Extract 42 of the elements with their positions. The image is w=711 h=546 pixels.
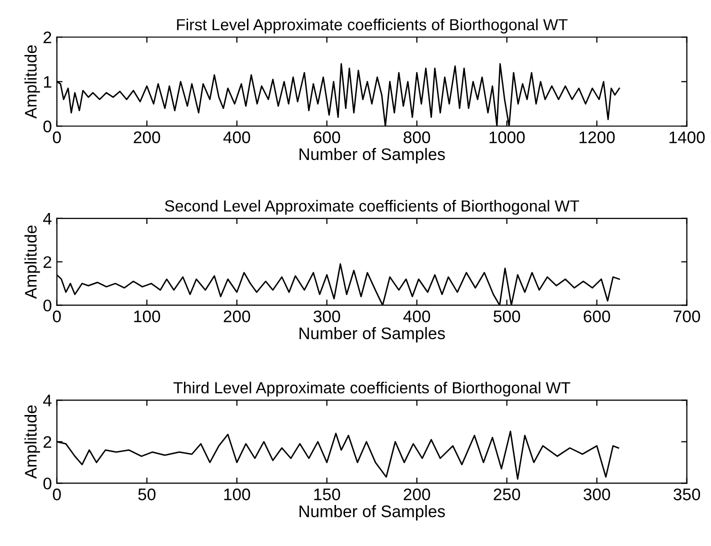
x-tick-label: 700 (674, 310, 700, 322)
chart-title: Third Level Approximate coefficients of Biorthogonal WT (174, 382, 570, 397)
x-tick-label: 400 (223, 131, 250, 144)
x-tick-label: 350 (674, 488, 700, 500)
x-tick-label: 1200 (580, 131, 615, 144)
y-tick-label: 2 (44, 32, 52, 44)
x-tick-label: 100 (134, 310, 160, 322)
y-axis-title: Amplitude (24, 225, 40, 299)
x-tick-label: 0 (52, 310, 61, 322)
x-axis-title: Number of Samples (300, 148, 445, 164)
x-tick-label: 800 (404, 131, 430, 144)
y-tick-label: 2 (44, 436, 52, 448)
x-tick-label: 600 (584, 310, 610, 322)
x-tick-label: 100 (224, 488, 250, 500)
y-tick-label: 4 (43, 212, 52, 224)
x-axis-title: Number of Samples (300, 327, 445, 343)
chart-title: First Level Approximate coefficients of Biorthogonal WT (177, 18, 568, 34)
y-tick-label: 1 (44, 76, 52, 88)
x-tick-label: 0 (52, 488, 61, 500)
x-tick-label: 250 (494, 488, 520, 500)
y-tick-label: 0 (43, 120, 52, 132)
x-tick-label: 300 (314, 310, 340, 322)
y-axis-title: Amplitude (24, 45, 40, 119)
y-tick-label: 4 (43, 394, 52, 406)
x-tick-label: 1000 (490, 131, 525, 144)
x-tick-label: 200 (404, 488, 430, 500)
y-tick-label: 0 (43, 300, 52, 312)
x-tick-label: 400 (403, 310, 430, 322)
x-tick-label: 0 (52, 131, 61, 144)
chart-title: Second Level Approximate coefficients of Biorthogonal WT (164, 200, 580, 215)
x-tick-label: 1400 (670, 131, 705, 144)
x-tick-label: 200 (224, 310, 250, 322)
y-axis-title: Amplitude (24, 405, 40, 479)
x-tick-label: 500 (494, 310, 520, 322)
y-tick-label: 0 (43, 478, 52, 490)
x-tick-label: 300 (584, 488, 610, 500)
x-tick-label: 50 (138, 488, 156, 500)
x-tick-label: 600 (314, 131, 340, 144)
x-tick-label: 150 (314, 488, 340, 500)
y-tick-label: 2 (44, 256, 52, 268)
x-tick-label: 200 (134, 131, 160, 144)
x-axis-title: Number of Samples (300, 504, 445, 521)
